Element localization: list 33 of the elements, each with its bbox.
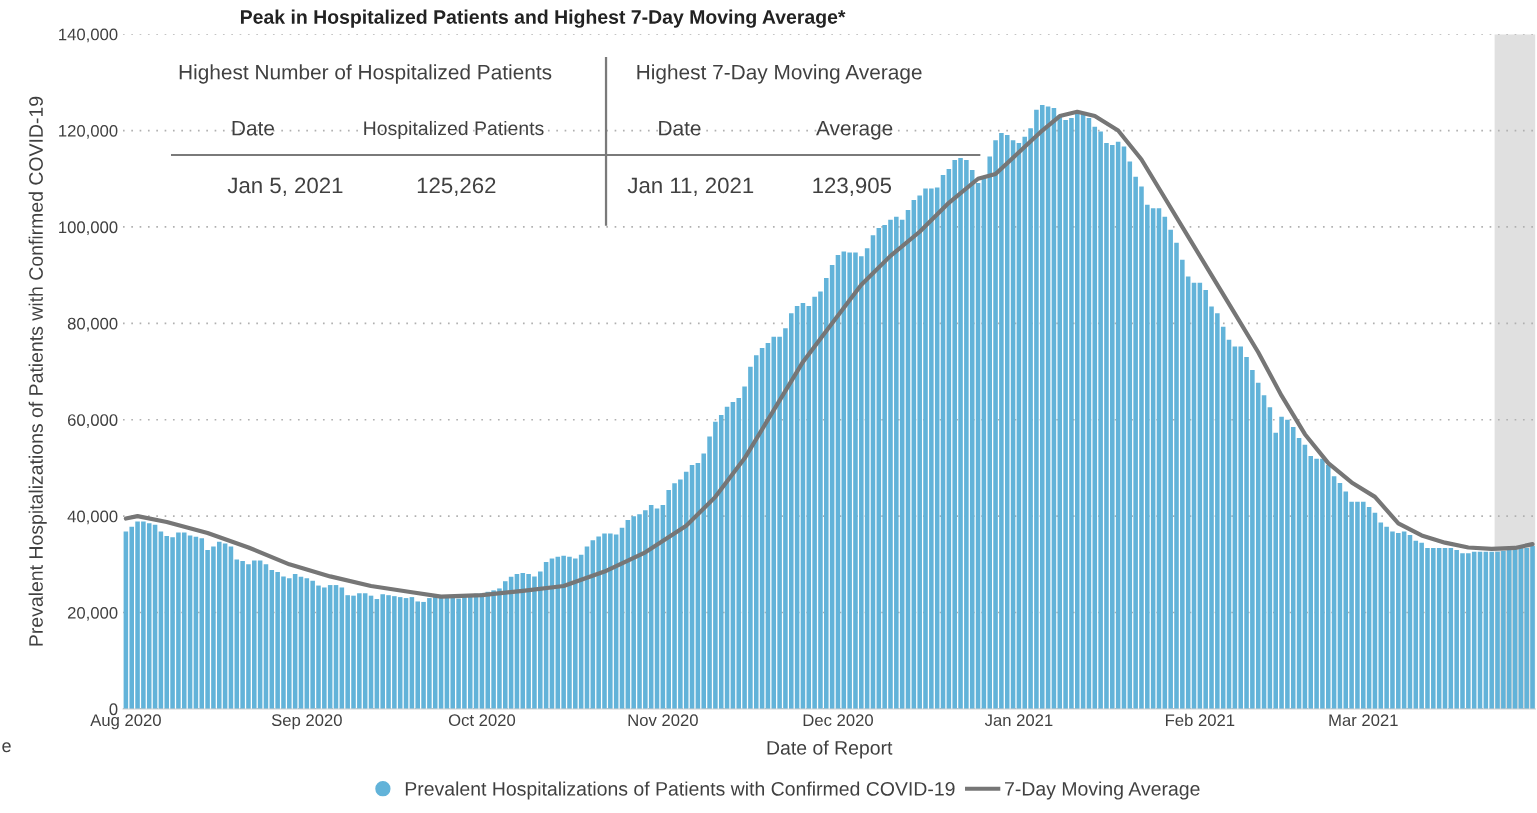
- y-tick-label: 140,000: [59, 28, 118, 43]
- x-tick-label: Feb 2021: [1166, 713, 1235, 727]
- x-tick-label: Dec 2020: [803, 714, 873, 727]
- annotation: 125,262: [417, 177, 496, 196]
- y-tick-label: 0: [109, 703, 118, 716]
- x-tick-label: Oct 2020: [448, 714, 516, 727]
- annotation: Date: [232, 121, 274, 136]
- y-axis-title: Prevalent Hospitalizations of Patients with Confirmed COVID-19: [28, 96, 47, 646]
- y-tick-label: 120,000: [59, 124, 118, 139]
- chart-title: Peak in Hospitalized Patients and Highest 7-Day Moving Average*: [240, 9, 846, 28]
- annotation: Highest 7-Day Moving Average: [637, 64, 922, 84]
- annotation: Hospitalized Patients: [364, 120, 544, 140]
- y-tick-label: 20,000: [67, 606, 118, 621]
- annotation: Jan 11, 2021: [627, 177, 754, 196]
- y-tick-label: 80,000: [67, 317, 118, 332]
- x-tick-label: Sep 2020: [271, 714, 342, 730]
- legend-label: 7-Day Moving Average: [1005, 781, 1200, 800]
- x-axis-title: Date of Report: [767, 740, 893, 759]
- annotation: Jan 5, 2021: [227, 177, 343, 196]
- annotation: Highest Number of Hospitalized Patients: [179, 64, 552, 84]
- annotation: 123,905: [813, 177, 892, 196]
- x-tick-label: Jan 2021: [984, 714, 1053, 727]
- text: e: [2, 742, 11, 753]
- y-tick-label: 60,000: [67, 414, 118, 428]
- x-tick-label: Aug 2020: [90, 714, 161, 730]
- x-tick-label: Mar 2021: [1329, 714, 1398, 727]
- x-tick-label: Nov 2020: [628, 714, 698, 727]
- line-series: [123, 109, 1535, 599]
- y-tick-label: 40,000: [67, 510, 118, 525]
- annotation: Date: [659, 121, 701, 136]
- annotation: Average: [816, 121, 893, 140]
- legend-label: Prevalent Hospitalizations of Patients with Confirmed COVID-19: [405, 781, 955, 800]
- y-tick-label: 100,000: [59, 221, 118, 236]
